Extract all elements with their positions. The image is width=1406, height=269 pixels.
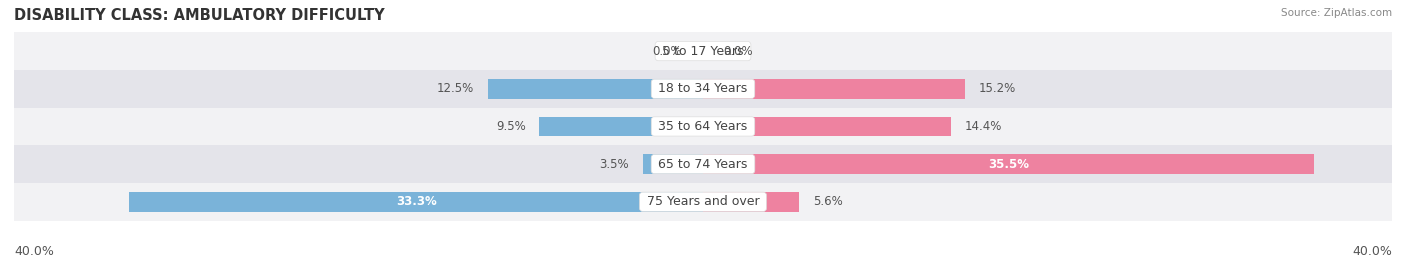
Text: Source: ZipAtlas.com: Source: ZipAtlas.com (1281, 8, 1392, 18)
Text: 33.3%: 33.3% (396, 195, 437, 208)
Text: 5 to 17 Years: 5 to 17 Years (658, 45, 748, 58)
Text: 75 Years and over: 75 Years and over (643, 195, 763, 208)
Bar (14, 70, 1392, 108)
Bar (703, 79, 965, 98)
Text: 12.5%: 12.5% (437, 82, 474, 95)
Bar (703, 192, 800, 211)
Text: 0.0%: 0.0% (652, 45, 682, 58)
Text: 9.5%: 9.5% (496, 120, 526, 133)
Text: 40.0%: 40.0% (1353, 245, 1392, 258)
Bar (488, 79, 703, 98)
Bar (643, 154, 703, 174)
Text: 18 to 34 Years: 18 to 34 Years (654, 82, 752, 95)
Text: DISABILITY CLASS: AMBULATORY DIFFICULTY: DISABILITY CLASS: AMBULATORY DIFFICULTY (14, 8, 385, 23)
Text: 35.5%: 35.5% (988, 158, 1029, 171)
Bar (14, 108, 1392, 145)
Bar (14, 145, 1392, 183)
Bar (14, 32, 1392, 70)
Bar (129, 192, 703, 211)
Bar (540, 117, 703, 136)
Text: 15.2%: 15.2% (979, 82, 1015, 95)
Text: 40.0%: 40.0% (14, 245, 53, 258)
Text: 0.0%: 0.0% (724, 45, 754, 58)
Text: 14.4%: 14.4% (965, 120, 1002, 133)
Text: 35 to 64 Years: 35 to 64 Years (654, 120, 752, 133)
Bar (703, 154, 1315, 174)
Text: 5.6%: 5.6% (813, 195, 844, 208)
Text: 65 to 74 Years: 65 to 74 Years (654, 158, 752, 171)
Bar (703, 117, 950, 136)
Bar (14, 183, 1392, 221)
Text: 3.5%: 3.5% (599, 158, 628, 171)
